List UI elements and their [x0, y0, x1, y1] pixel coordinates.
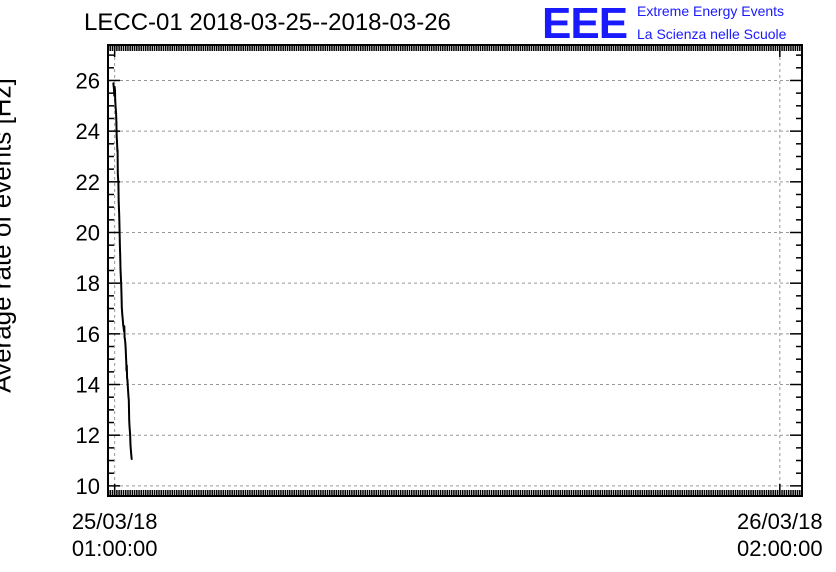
- x-tick-time: 02:00:00: [736, 536, 823, 561]
- data-point: [130, 452, 132, 454]
- x-tick-date: 26/03/18: [736, 509, 823, 534]
- data-point: [126, 377, 128, 379]
- data-point: [114, 106, 117, 108]
- data-point: [116, 145, 119, 148]
- data-point: [115, 136, 118, 139]
- eee-logo-mark: EEE: [542, 0, 628, 48]
- data-point: [118, 226, 121, 229]
- data-point: [127, 396, 130, 398]
- data-point: [127, 390, 129, 392]
- data-point: [115, 121, 118, 124]
- data-point: [123, 330, 125, 333]
- data-point: [130, 458, 133, 461]
- data-point: [129, 433, 131, 435]
- plot-frame: [107, 44, 803, 497]
- data-point: [121, 314, 124, 316]
- data-point: [119, 268, 122, 271]
- data-point: [125, 355, 127, 358]
- data-point: [117, 182, 120, 184]
- y-tick-label: 16: [76, 322, 100, 347]
- logo-line-2: La Scienza nelle Scuole: [637, 26, 787, 42]
- y-tick-label: 14: [76, 373, 100, 398]
- data-point: [116, 140, 118, 143]
- y-tick-label: 22: [76, 170, 100, 195]
- data-point: [126, 383, 129, 386]
- data-point: [124, 348, 127, 350]
- data-point: [128, 419, 130, 421]
- data-point: [113, 88, 115, 91]
- y-tick-label: 18: [76, 271, 100, 296]
- y-tick-label: 20: [76, 220, 100, 245]
- y-tick-label: 12: [76, 423, 100, 448]
- data-point: [113, 86, 116, 88]
- data-point: [120, 306, 123, 309]
- y-tick-label: 24: [76, 119, 100, 144]
- data-point: [124, 338, 126, 340]
- data-point: [122, 326, 125, 329]
- data-point: [121, 319, 124, 321]
- x-tick-date: 25/03/18: [71, 509, 158, 534]
- data-point: [126, 378, 129, 381]
- data-point: [128, 398, 130, 401]
- data-point: [122, 324, 124, 326]
- data-point: [125, 362, 128, 364]
- y-tick-label: 10: [76, 474, 100, 499]
- data-point: [123, 336, 126, 339]
- data-point: [120, 277, 122, 279]
- data-point: [128, 425, 131, 428]
- data-point: [117, 201, 120, 203]
- data-point: [115, 112, 117, 115]
- data-point: [129, 444, 132, 447]
- chart-title: LECC-01 2018-03-25--2018-03-26: [84, 9, 451, 36]
- data-point: [120, 293, 123, 296]
- data-point: [119, 254, 121, 257]
- data-point: [117, 173, 119, 176]
- data-point: [125, 369, 128, 372]
- logo-line-1: Extreme Energy Events: [637, 3, 785, 19]
- data-point: [120, 283, 122, 286]
- x-tick-label: 25/03/18 01:00:00: [55, 508, 175, 562]
- data-point: [126, 364, 128, 367]
- data-point: [118, 213, 120, 216]
- data-point: [119, 245, 121, 248]
- x-tick-time: 01:00:00: [71, 536, 158, 561]
- data-point: [114, 89, 116, 92]
- data-point: [124, 341, 127, 344]
- data-point: [116, 150, 119, 153]
- x-tick-label: 26/03/18 02:00:00: [720, 508, 836, 562]
- data-point: [113, 94, 116, 97]
- data-point: [112, 82, 115, 84]
- series-line: [112, 82, 133, 460]
- y-tick-label: 26: [76, 68, 100, 93]
- data-point: [123, 325, 126, 328]
- data-point: [116, 149, 119, 151]
- data-point: [114, 98, 117, 101]
- data-point: [123, 327, 125, 330]
